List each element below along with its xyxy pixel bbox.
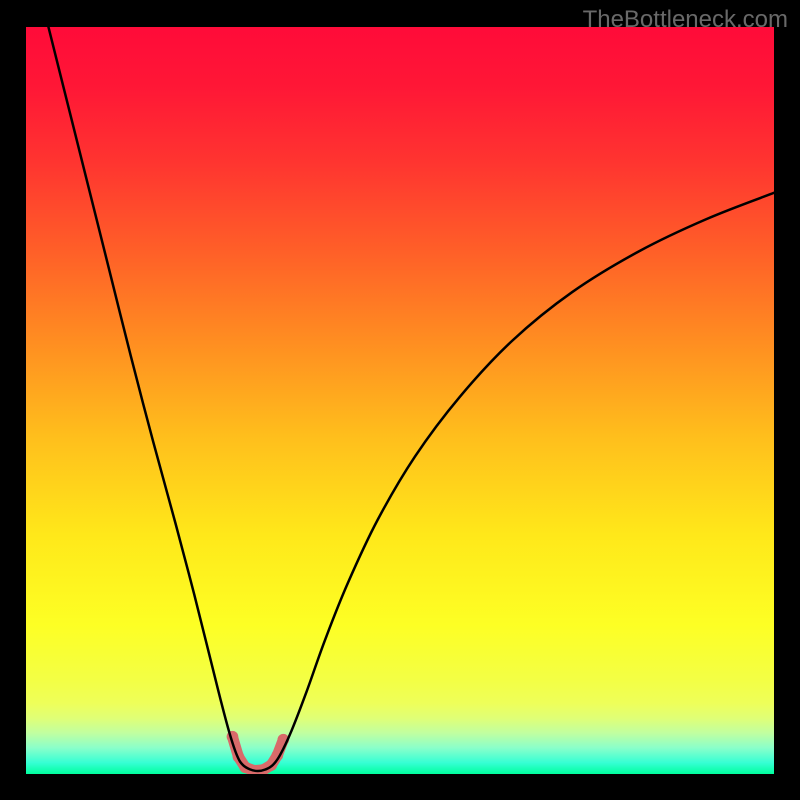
gradient-background xyxy=(26,27,774,774)
plot-area xyxy=(26,27,774,774)
chart-svg xyxy=(26,27,774,774)
watermark-text: TheBottleneck.com xyxy=(583,6,788,34)
